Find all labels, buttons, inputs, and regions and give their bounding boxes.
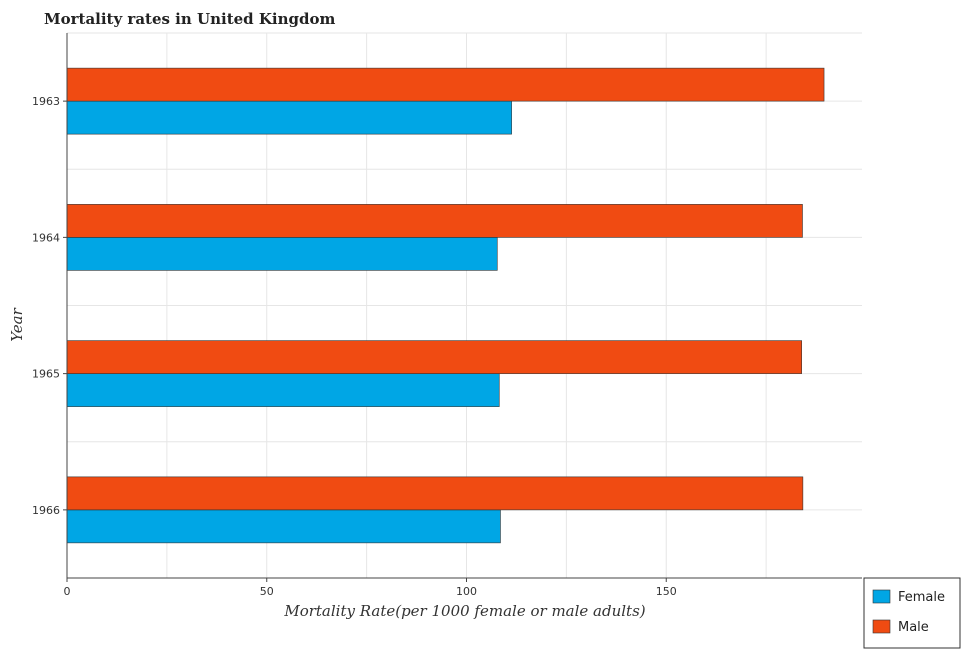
bar-male-1965 — [66, 340, 802, 374]
bar-female-1964 — [66, 237, 498, 271]
x-tick-label: 150 — [656, 585, 677, 598]
bar-female-1963 — [66, 100, 512, 135]
axes: 1963 1964 1965 1966 0 50 100 150 — [32, 33, 862, 598]
bar-male-1966 — [66, 476, 804, 511]
bar-male-1963 — [66, 67, 825, 102]
legend: Female Male — [863, 577, 961, 649]
y-tick-label: 1964 — [32, 231, 60, 244]
chart-title: Mortality rates in United Kingdom — [44, 10, 336, 28]
legend-swatch-male — [872, 619, 891, 634]
legend-label-female: Female — [898, 590, 945, 605]
legend-swatch-female — [872, 589, 891, 604]
y-tick-label: 1966 — [32, 504, 60, 517]
bars — [66, 67, 825, 544]
x-tick-label: 100 — [456, 585, 477, 598]
legend-label-male: Male — [898, 620, 929, 635]
bar-female-1966 — [66, 509, 501, 544]
y-tick-label: 1965 — [32, 368, 60, 381]
legend-box — [863, 577, 961, 649]
y-axis-title: Year — [8, 307, 26, 341]
bar-female-1965 — [66, 373, 500, 407]
x-tick-label: 0 — [64, 585, 71, 598]
x-axis-title: Mortality Rate(per 1000 female or male a… — [283, 602, 645, 620]
y-tick-label: 1963 — [32, 95, 60, 108]
x-tick-label: 50 — [260, 585, 274, 598]
bar-male-1964 — [66, 204, 803, 238]
